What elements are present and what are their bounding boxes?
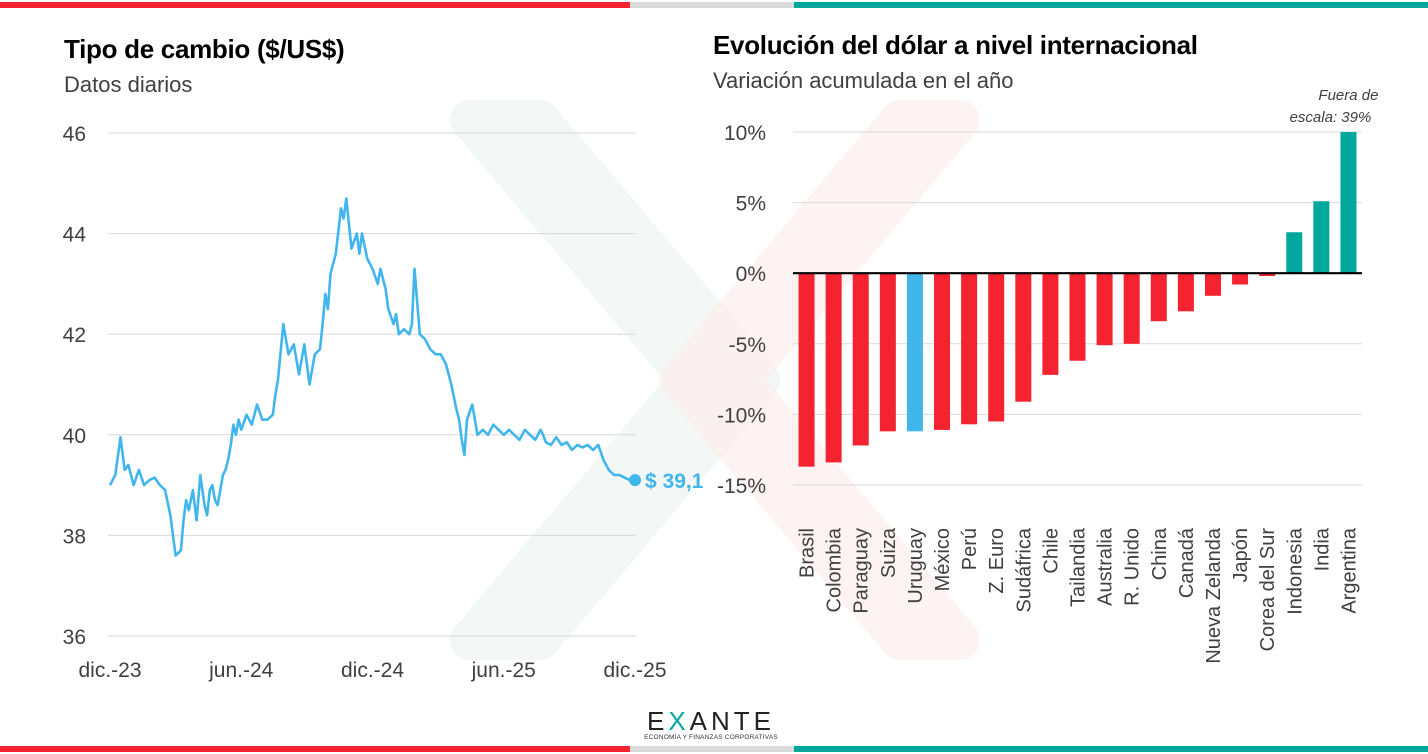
out-of-scale-annotation: Fuera de	[1318, 87, 1378, 104]
bar-colombia	[825, 273, 842, 463]
logo-tagline: ECONOMÍA Y FINANZAS CORPORATIVAS	[644, 734, 778, 741]
left-chart-title: Tipo de cambio ($/US$)	[64, 34, 345, 64]
exante-logo: EXANTE ECONOMÍA Y FINANZAS CORPORATIVAS	[636, 708, 786, 741]
x-category-label: China	[1149, 527, 1171, 580]
bar-corea-del-sur	[1259, 273, 1276, 277]
y-tick-label: 44	[63, 224, 87, 247]
x-tick-label: jun.-25	[471, 659, 536, 682]
bar-perú	[961, 273, 978, 425]
x-tick-label: dic.-23	[78, 659, 141, 682]
bar-sudáfrica	[1015, 273, 1032, 402]
bar-uruguay	[906, 273, 923, 432]
x-category-label: Colombia	[824, 527, 846, 612]
bar-r-unido	[1123, 273, 1140, 344]
y-tick-label: 10%	[724, 122, 766, 145]
x-category-label: Canadá	[1176, 527, 1198, 598]
x-category-label: México	[932, 528, 954, 591]
logo-x-icon: X	[668, 706, 690, 736]
bar-suiza	[879, 273, 896, 432]
x-category-label: Japón	[1230, 528, 1252, 583]
bar-paraguay	[852, 273, 869, 446]
bar-argentina	[1340, 132, 1357, 274]
bar-india	[1313, 201, 1330, 274]
bar-brasil	[798, 273, 815, 467]
x-category-label: Uruguay	[905, 528, 927, 604]
x-category-label: Tailandia	[1068, 527, 1090, 607]
x-category-label: Paraguay	[851, 528, 873, 614]
bar-nueva-zelanda	[1204, 273, 1221, 296]
left-chart-subtitle: Datos diarios	[64, 72, 193, 97]
x-category-label: Indonesia	[1284, 527, 1306, 615]
x-tick-label: jun.-24	[208, 659, 274, 682]
x-category-label: Nueva Zelanda	[1203, 527, 1225, 664]
y-tick-label: -10%	[717, 404, 766, 427]
y-tick-label: 46	[63, 123, 86, 146]
y-tick-label: 0%	[736, 263, 766, 286]
x-category-label: Corea del Sur	[1257, 528, 1279, 652]
y-tick-label: 36	[63, 626, 86, 649]
x-category-label: R. Unido	[1122, 528, 1144, 606]
x-category-label: India	[1311, 527, 1333, 571]
bar-z-euro	[988, 273, 1005, 422]
y-tick-label: 40	[63, 425, 86, 448]
last-value-marker	[629, 474, 641, 487]
bar-australia	[1096, 273, 1113, 346]
y-tick-label: -15%	[717, 475, 766, 498]
x-category-label: Perú	[959, 528, 981, 570]
bar-indonesia	[1286, 232, 1303, 274]
bar-tailandia	[1069, 273, 1086, 361]
logo-wordmark: EXANTE	[646, 706, 776, 736]
x-category-label: Z. Euro	[986, 528, 1008, 594]
bottom-accent-bar	[0, 746, 1428, 752]
right-chart-title: Evolución del dólar a nivel internaciona…	[713, 30, 1198, 60]
x-category-label: Australia	[1095, 527, 1117, 606]
x-category-label: Brasil	[797, 528, 819, 578]
x-category-label: Chile	[1040, 528, 1062, 574]
bar-méxico	[934, 273, 951, 430]
x-tick-label: dic.-25	[603, 659, 666, 682]
x-category-label: Sudáfrica	[1013, 527, 1035, 612]
y-tick-label: 38	[63, 525, 86, 548]
top-accent-bar	[0, 2, 1428, 8]
exchange-rate-line	[108, 197, 635, 557]
out-of-scale-annotation: escala: 39%	[1290, 109, 1372, 126]
bar-chile	[1042, 273, 1059, 375]
bar-china	[1150, 273, 1167, 322]
y-tick-label: 5%	[736, 193, 766, 216]
x-category-label: Suiza	[878, 527, 900, 578]
x-category-label: Argentina	[1338, 527, 1360, 613]
bar-canadá	[1177, 273, 1194, 312]
x-tick-label: dic.-24	[341, 659, 404, 682]
right-chart-subtitle: Variación acumulada en el año	[713, 68, 1014, 93]
y-tick-label: 42	[63, 324, 86, 347]
last-value-label: $ 39,1	[645, 470, 704, 493]
y-tick-label: -5%	[729, 334, 766, 357]
bar-japón	[1232, 273, 1249, 285]
